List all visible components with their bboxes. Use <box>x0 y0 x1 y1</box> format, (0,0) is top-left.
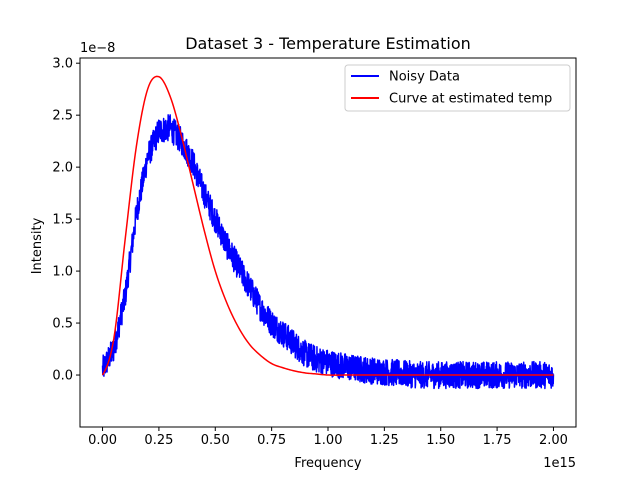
x-tick-label: 0.25 <box>144 433 173 448</box>
y-tick-label: 0.5 <box>52 317 73 332</box>
x-tick-label: 0.50 <box>201 433 230 448</box>
x-tick-label: 1.50 <box>426 433 455 448</box>
y-tick-label: 1.0 <box>52 265 73 280</box>
plot-area <box>101 75 555 390</box>
y-axis-ticks: 0.0 0.5 1.0 1.5 2.0 2.5 3.0 <box>52 57 80 384</box>
chart-title: Dataset 3 - Temperature Estimation <box>185 34 471 53</box>
legend-box <box>344 64 571 112</box>
y-tick-label: 2.0 <box>52 161 73 176</box>
legend-label: Curve at estimated temp <box>389 92 552 107</box>
x-axis-label: Frequency <box>294 456 361 471</box>
x-axis-multiplier: 1e15 <box>543 456 576 471</box>
y-tick-label: 2.5 <box>52 109 73 124</box>
axes-frame <box>79 57 577 428</box>
y-tick-label: 0.0 <box>52 369 73 384</box>
y-axis-label: Intensity <box>30 217 45 274</box>
x-tick-label: 2.00 <box>539 433 568 448</box>
x-tick-label: 1.75 <box>483 433 512 448</box>
legend-label: Noisy Data <box>389 70 460 85</box>
x-tick-label: 1.25 <box>370 433 399 448</box>
x-tick-label: 0.00 <box>88 433 117 448</box>
x-tick-label: 1.00 <box>314 433 343 448</box>
series-line-noisy-data <box>101 114 555 390</box>
y-tick-label: 1.5 <box>52 213 73 228</box>
series-line-estimated-curve <box>101 75 554 376</box>
legend: Noisy Data Curve at estimated temp <box>344 64 571 112</box>
x-axis-ticks: 0.00 0.25 0.50 0.75 1.00 1.25 1.50 1.75 2.00 <box>88 427 568 448</box>
x-tick-label: 0.75 <box>257 433 286 448</box>
y-tick-label: 3.0 <box>52 57 73 72</box>
y-axis-multiplier: 1e−8 <box>80 41 115 56</box>
